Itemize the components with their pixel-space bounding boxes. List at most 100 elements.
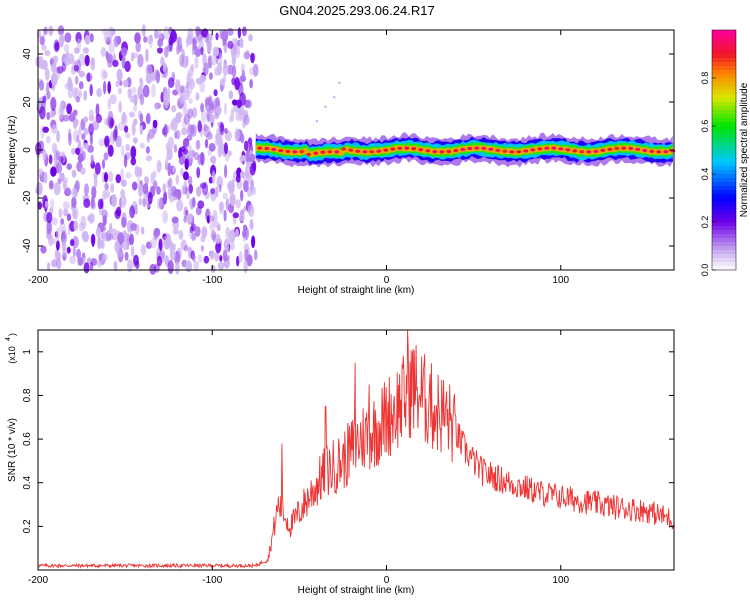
noise-speckle [224, 142, 228, 155]
noise-speckle [239, 75, 247, 83]
noise-speckle [43, 171, 48, 184]
noise-speckle [157, 38, 164, 47]
noise-speckle [95, 103, 100, 117]
noise-speckle [232, 212, 239, 219]
noise-speckle [83, 116, 89, 123]
colorbar-swatch [712, 198, 736, 203]
noise-speckle [76, 248, 81, 259]
noise-speckle [223, 102, 227, 115]
noise-speckle [167, 186, 172, 200]
colorbar-tick-label: 0.8 [700, 72, 710, 85]
signal-peak [278, 149, 284, 153]
signal-peak [418, 148, 424, 152]
noise-speckle [197, 254, 203, 263]
noise-speckle [240, 189, 244, 202]
y-tick-label: -40 [22, 238, 33, 253]
noise-speckle [76, 134, 80, 142]
noise-speckle [70, 65, 74, 75]
colorbar-swatch [712, 130, 736, 135]
noise-speckle [179, 85, 184, 94]
noise-speckle [204, 138, 209, 149]
noise-speckle [104, 182, 109, 191]
noise-speckle [79, 147, 84, 157]
noise-speckle [99, 239, 104, 249]
colorbar-swatch [712, 138, 736, 143]
noise-speckle [229, 193, 236, 206]
noise-speckle [55, 227, 61, 242]
signal-peak [425, 149, 431, 153]
noise-speckle [83, 90, 88, 101]
noise-speckle [237, 82, 244, 97]
y-tick-label: -20 [22, 190, 33, 205]
noise-speckle [147, 64, 153, 74]
noise-speckle [187, 67, 195, 76]
noise-speckle [107, 81, 111, 94]
y-tick-label: 0.4 [22, 475, 33, 489]
y-tick-label: 0.6 [22, 432, 33, 446]
noise-speckle [151, 83, 156, 98]
noise-speckle [145, 48, 149, 63]
noise-speckle [80, 167, 86, 175]
y-tick-label: 20 [22, 96, 33, 108]
snr-x-ticks: -200 -100 0 100 [28, 330, 570, 586]
noise-speckle [75, 147, 81, 155]
noise-speckle [176, 44, 180, 56]
noise-speckle [96, 87, 102, 98]
signal-peak [362, 150, 368, 154]
noise-speckle [51, 124, 58, 134]
noise-speckle [78, 126, 82, 136]
noise-speckle [231, 57, 236, 66]
colorbar-swatch [712, 118, 736, 123]
noise-speckle [187, 175, 193, 186]
noise-speckle [74, 47, 80, 54]
noise-speckle [100, 46, 107, 57]
noise-speckle [199, 74, 207, 83]
signal-peak [502, 149, 508, 153]
noise-speckle [195, 26, 201, 36]
noise-speckle [185, 37, 189, 48]
colorbar-label: Normalized spectral amplitude [739, 82, 750, 217]
noise-speckle [81, 231, 88, 241]
noise-speckle [130, 157, 137, 166]
colorbar-swatch [712, 114, 736, 119]
noise-speckle [227, 182, 232, 190]
noise-speckle [222, 192, 228, 200]
noise-speckle [220, 84, 224, 93]
noise-speckle [48, 25, 54, 36]
signal-peak [516, 150, 522, 154]
noise-speckle [103, 152, 109, 161]
noise-speckle [243, 114, 250, 126]
spectrogram-x-axis-label: Height of straight line (km) [298, 285, 415, 296]
noise-speckle [244, 249, 249, 262]
noise-speckle [132, 181, 138, 191]
noise-speckle [88, 114, 95, 122]
colorbar-swatch [712, 70, 736, 75]
noise-speckle [66, 163, 72, 170]
noise-speckle [78, 70, 85, 78]
snr-multiplier-exponent: 4 [5, 337, 12, 341]
noise-speckle [66, 103, 72, 115]
noise-speckle [192, 38, 197, 52]
noise-speckle [187, 108, 194, 119]
signal-peak [530, 148, 536, 152]
noise-speckle [107, 98, 111, 110]
noise-speckle [178, 156, 185, 165]
noise-speckle [172, 228, 179, 235]
noise-speckle [182, 137, 190, 148]
noise-speckle [50, 96, 57, 111]
noise-speckle [216, 176, 223, 188]
noise-speckle [42, 126, 49, 133]
noise-speckle [162, 210, 169, 224]
noise-speckle [106, 117, 110, 127]
noise-speckle [169, 122, 174, 130]
signal-peak [586, 150, 592, 154]
noise-speckle [100, 232, 106, 240]
snr-multiplier-close: ) [7, 333, 17, 336]
noise-speckle [94, 162, 101, 175]
noise-speckle [54, 41, 60, 52]
colorbar-swatch [712, 230, 736, 235]
noise-speckle [167, 260, 174, 274]
noise-speckle [215, 233, 221, 245]
noise-speckle [232, 38, 238, 45]
noise-speckle [110, 118, 115, 127]
